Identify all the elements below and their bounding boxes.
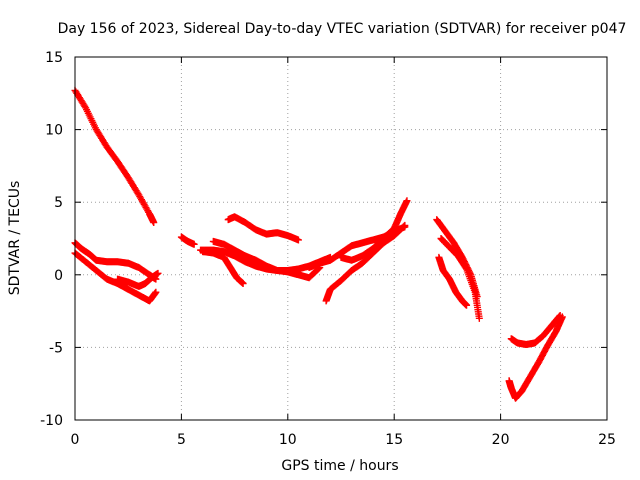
series-track-16	[507, 311, 564, 348]
data-point	[403, 197, 411, 205]
y-tick-label: 5	[54, 195, 63, 211]
y-tick-label: -5	[49, 340, 63, 356]
data-point	[239, 280, 247, 288]
plot-frame	[74, 56, 608, 421]
grid-lines	[75, 57, 607, 420]
data-point	[558, 313, 566, 321]
series-track-17	[505, 313, 566, 402]
data-point	[154, 269, 162, 277]
y-axis-label: SDTVAR / TECUs	[7, 181, 23, 296]
series-track-6	[197, 246, 334, 274]
chart-title: Day 156 of 2023, Sidereal Day-to-day VTE…	[58, 21, 627, 37]
y-tick-label: 10	[45, 123, 63, 139]
series-track-8	[209, 237, 324, 282]
x-tick-label: 10	[279, 432, 297, 448]
data-point	[150, 219, 158, 227]
y-tick-label: 15	[45, 50, 63, 66]
data-point	[475, 314, 483, 322]
y-tick-label: -10	[40, 413, 63, 429]
x-axis-label: GPS time / hours	[281, 458, 398, 474]
data-point	[463, 301, 471, 309]
data-point	[401, 223, 409, 231]
series-track-3	[71, 249, 160, 305]
x-tick-label: 15	[385, 432, 403, 448]
x-tick-label: 0	[71, 432, 80, 448]
series-track-9	[224, 213, 302, 244]
data-point	[152, 288, 160, 296]
x-tick-label: 25	[598, 432, 616, 448]
axes: 0 5 10 15 20 25 -10 -5 0 5 10 15	[40, 50, 616, 448]
series-track-7	[199, 248, 247, 288]
series-track-4	[114, 269, 162, 290]
series-track-5	[177, 233, 198, 248]
series-track-1	[71, 86, 158, 227]
x-tick-label: 20	[492, 432, 510, 448]
series-track-12	[337, 197, 411, 264]
series-track-15	[435, 253, 471, 309]
y-tick-label: 0	[54, 268, 63, 284]
data-marks	[71, 86, 566, 402]
series-track-14	[437, 235, 483, 322]
data-point	[190, 240, 198, 248]
x-tick-label: 5	[177, 432, 186, 448]
data-point	[294, 236, 302, 244]
